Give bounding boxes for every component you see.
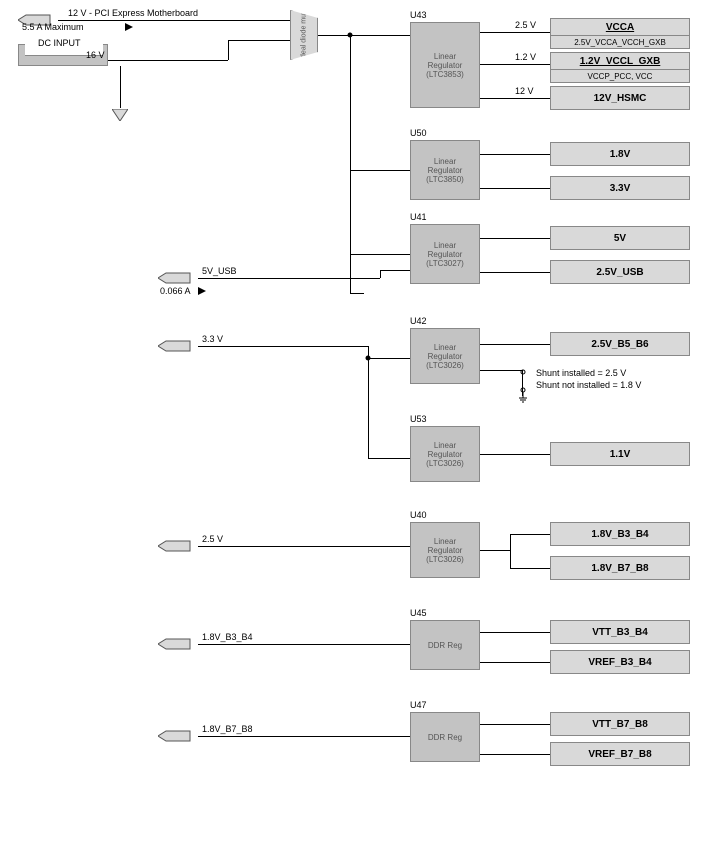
- label-25v: 2.5 V: [515, 20, 536, 30]
- output-usb25: 2.5V_USB: [550, 260, 690, 284]
- output-5v: 5V: [550, 226, 690, 250]
- line: [480, 454, 550, 455]
- output-vtt-b7b8: VTT_B7_B8: [550, 712, 690, 736]
- line: [510, 534, 511, 568]
- line: [368, 358, 410, 359]
- pci-sub-label: 5.5 A Maximum: [22, 22, 84, 32]
- output-hsmc: 12V_HSMC: [550, 86, 690, 110]
- node-dot-icon: [366, 356, 371, 361]
- shunt-icon: [517, 364, 527, 398]
- line: [510, 568, 550, 569]
- line: [58, 20, 290, 21]
- line: [368, 458, 410, 459]
- regulator-u41: Linear Regulator (LTC3027): [410, 224, 480, 284]
- 25v-connector-icon: [158, 540, 198, 552]
- output-18v-b7b8: 1.8V_B7_B8: [550, 556, 690, 580]
- output-11v: 1.1V: [550, 442, 690, 466]
- line: [350, 293, 364, 294]
- line: [480, 754, 550, 755]
- regulator-u47: DDR Reg: [410, 712, 480, 762]
- usb-label: 5V_USB: [202, 266, 237, 276]
- shunt-l1: Shunt installed = 2.5 V: [536, 368, 626, 378]
- line: [228, 40, 229, 60]
- line: [380, 270, 410, 271]
- u40-ref: U40: [410, 510, 427, 520]
- regulator-u42: Linear Regulator (LTC3026): [410, 328, 480, 384]
- regulator-u53: Linear Regulator (LTC3026): [410, 426, 480, 482]
- b7b8-label: 1.8V_B7_B8: [202, 724, 253, 734]
- output-vref-b7b8: VREF_B7_B8: [550, 742, 690, 766]
- output-vtt-b3b4: VTT_B3_B4: [550, 620, 690, 644]
- dc-input-label: DC INPUT: [38, 38, 81, 48]
- line: [108, 60, 228, 61]
- line: [480, 64, 550, 65]
- regulator-u45: DDR Reg: [410, 620, 480, 670]
- line: [480, 154, 550, 155]
- label-12vv: 12 V: [515, 86, 534, 96]
- u45-ref: U45: [410, 608, 427, 618]
- regulator-u43: Linear Regulator (LTC3853): [410, 22, 480, 108]
- line: [480, 272, 550, 273]
- line: [510, 534, 550, 535]
- line: [198, 546, 410, 547]
- line: [480, 370, 522, 371]
- u53-ref: U53: [410, 414, 427, 424]
- u42-ref: U42: [410, 316, 427, 326]
- line: [480, 662, 550, 663]
- regulator-u40: Linear Regulator (LTC3026): [410, 522, 480, 578]
- line: [198, 736, 410, 737]
- line: [480, 724, 550, 725]
- usb-sub-label: 0.066 A: [160, 286, 191, 296]
- line: [480, 32, 550, 33]
- output-vccl: 1.2V_VCCL_GXB VCCP_PCC, VCC: [550, 52, 690, 83]
- line: [480, 188, 550, 189]
- u47-ref: U47: [410, 700, 427, 710]
- line: [480, 98, 550, 99]
- line: [198, 278, 380, 279]
- b7b8-connector-icon: [158, 730, 198, 742]
- output-33v: 3.3V: [550, 176, 690, 200]
- line: [198, 346, 368, 347]
- b3b4-connector-icon: [158, 638, 198, 650]
- mux-label: ideal diode mux: [301, 10, 308, 59]
- line: [480, 344, 550, 345]
- line: [480, 550, 510, 551]
- shunt-l2: Shunt not installed = 1.8 V: [536, 380, 641, 390]
- line: [380, 270, 381, 278]
- 33v-label: 3.3 V: [202, 334, 223, 344]
- usb-connector-icon: [158, 272, 198, 284]
- 33v-connector-icon: [158, 340, 198, 352]
- output-b5b6: 2.5V_B5_B6: [550, 332, 690, 356]
- line: [228, 40, 290, 41]
- dc-volt-label: 16 V: [86, 50, 105, 60]
- 25v-label: 2.5 V: [202, 534, 223, 544]
- line: [368, 346, 369, 458]
- ground-icon: [112, 108, 128, 126]
- line: [318, 35, 410, 36]
- label-12v: 1.2 V: [515, 52, 536, 62]
- u41-ref: U41: [410, 212, 427, 222]
- pci-label: 12 V - PCI Express Motherboard: [68, 8, 198, 18]
- u50-ref: U50: [410, 128, 427, 138]
- arrow-icon: [198, 287, 206, 295]
- line: [350, 170, 410, 171]
- output-18v: 1.8V: [550, 142, 690, 166]
- output-vcca: VCCA 2.5V_VCCA_VCCH_GXB: [550, 18, 690, 49]
- output-18v-b3b4: 1.8V_B3_B4: [550, 522, 690, 546]
- line: [120, 92, 121, 108]
- output-vref-b3b4: VREF_B3_B4: [550, 650, 690, 674]
- line: [120, 66, 121, 92]
- line: [350, 254, 410, 255]
- line: [480, 632, 550, 633]
- diode-mux: ideal diode mux: [290, 10, 318, 60]
- line: [480, 238, 550, 239]
- u43-ref: U43: [410, 10, 427, 20]
- line: [198, 644, 410, 645]
- regulator-u50: Linear Regulator (LTC3850): [410, 140, 480, 200]
- b3b4-label: 1.8V_B3_B4: [202, 632, 253, 642]
- arrow-icon: [125, 23, 133, 31]
- power-diagram: 12 V - PCI Express Motherboard 5.5 A Max…: [10, 10, 711, 848]
